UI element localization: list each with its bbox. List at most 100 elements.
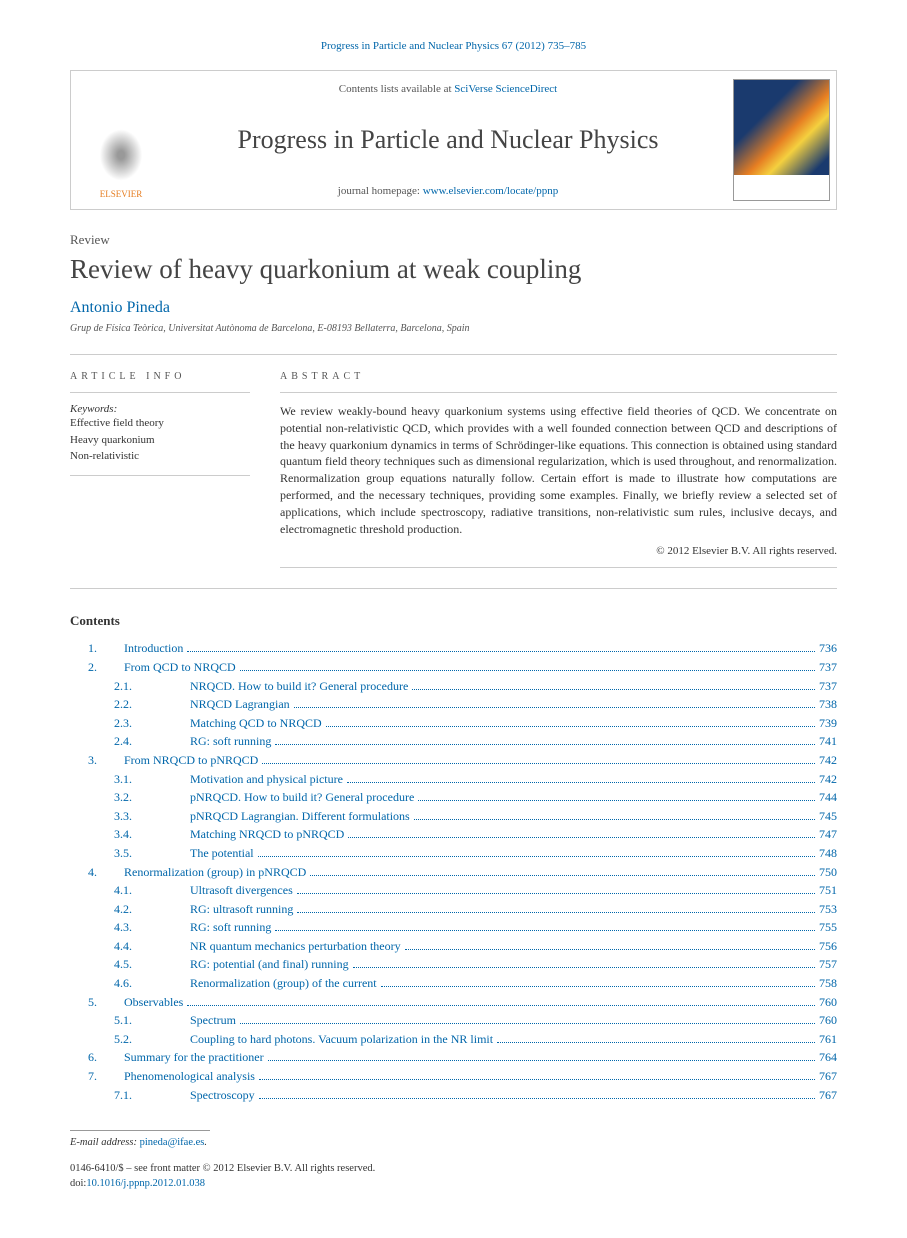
keywords-label: Keywords:	[70, 403, 250, 415]
doi-label: doi:	[70, 1178, 86, 1189]
toc-title: NRQCD. How to build it? General procedur…	[190, 677, 408, 696]
article-type: Review	[70, 232, 837, 248]
toc-number: 2.1.	[70, 677, 190, 696]
abstract-heading: ABSTRACT	[280, 371, 837, 382]
toc-entry[interactable]: 4.5.RG: potential (and final) running757	[70, 955, 837, 974]
toc-title: Renormalization (group) in pNRQCD	[124, 863, 306, 882]
toc-page-number: 748	[819, 844, 837, 863]
toc-leader-dots	[412, 689, 815, 690]
toc-leader-dots	[240, 1023, 815, 1024]
toc-number: 4.2.	[70, 900, 190, 919]
header-citation[interactable]: Progress in Particle and Nuclear Physics…	[70, 40, 837, 52]
toc-leader-dots	[381, 986, 815, 987]
toc-page-number: 739	[819, 714, 837, 733]
toc-entry[interactable]: 3.1.Motivation and physical picture742	[70, 770, 837, 789]
toc-entry[interactable]: 4.6.Renormalization (group) of the curre…	[70, 974, 837, 993]
toc-entry[interactable]: 5.Observables760	[70, 993, 837, 1012]
toc-title: From NRQCD to pNRQCD	[124, 751, 258, 770]
toc-leader-dots	[347, 782, 815, 783]
contents-available-line: Contents lists available at SciVerse Sci…	[181, 83, 715, 95]
toc-entry[interactable]: 2.3.Matching QCD to NRQCD739	[70, 714, 837, 733]
toc-number: 4.6.	[70, 974, 190, 993]
toc-leader-dots	[240, 670, 815, 671]
toc-leader-dots	[418, 800, 815, 801]
toc-leader-dots	[326, 726, 815, 727]
toc-page-number: 751	[819, 881, 837, 900]
toc-entry[interactable]: 1.Introduction736	[70, 639, 837, 658]
keyword: Non-relativistic	[70, 448, 250, 465]
contents-heading: Contents	[70, 613, 837, 629]
abstract-copyright: © 2012 Elsevier B.V. All rights reserved…	[280, 545, 837, 557]
toc-entry[interactable]: 4.4.NR quantum mechanics perturbation th…	[70, 937, 837, 956]
homepage-prefix: journal homepage:	[338, 185, 423, 197]
author-email-link[interactable]: pineda@ifae.es	[140, 1137, 205, 1148]
footer-meta: 0146-6410/$ – see front matter © 2012 El…	[70, 1162, 837, 1191]
doi-line: doi:10.1016/j.ppnp.2012.01.038	[70, 1177, 837, 1192]
publisher-logo-block: ELSEVIER	[71, 71, 171, 209]
keyword: Heavy quarkonium	[70, 432, 250, 449]
publisher-name: ELSEVIER	[100, 189, 143, 199]
toc-title: RG: potential (and final) running	[190, 955, 349, 974]
table-of-contents: 1.Introduction7362.From QCD to NRQCD7372…	[70, 639, 837, 1104]
toc-entry[interactable]: 5.2.Coupling to hard photons. Vacuum pol…	[70, 1030, 837, 1049]
journal-homepage-link[interactable]: www.elsevier.com/locate/ppnp	[423, 185, 559, 197]
toc-title: Spectrum	[190, 1011, 236, 1030]
toc-page-number: 767	[819, 1067, 837, 1086]
toc-entry[interactable]: 4.2.RG: ultrasoft running753	[70, 900, 837, 919]
contents-prefix: Contents lists available at	[339, 83, 454, 95]
toc-entry[interactable]: 6.Summary for the practitioner764	[70, 1048, 837, 1067]
toc-leader-dots	[297, 893, 815, 894]
toc-entry[interactable]: 7.1.Spectroscopy767	[70, 1086, 837, 1105]
toc-number: 4.3.	[70, 918, 190, 937]
toc-entry[interactable]: 5.1.Spectrum760	[70, 1011, 837, 1030]
toc-entry[interactable]: 3.3.pNRQCD Lagrangian. Different formula…	[70, 807, 837, 826]
toc-page-number: 760	[819, 993, 837, 1012]
toc-page-number: 764	[819, 1048, 837, 1067]
toc-entry[interactable]: 4.3.RG: soft running755	[70, 918, 837, 937]
email-label: E-mail address:	[70, 1137, 137, 1148]
toc-entry[interactable]: 2.4.RG: soft running741	[70, 732, 837, 751]
toc-leader-dots	[310, 875, 815, 876]
issn-copyright-line: 0146-6410/$ – see front matter © 2012 El…	[70, 1162, 837, 1177]
toc-number: 3.2.	[70, 788, 190, 807]
toc-entry[interactable]: 4.1.Ultrasoft divergences751	[70, 881, 837, 900]
toc-title: Renormalization (group) of the current	[190, 974, 377, 993]
author-name[interactable]: Antonio Pineda	[70, 299, 837, 317]
toc-number: 4.	[70, 863, 124, 882]
toc-page-number: 758	[819, 974, 837, 993]
toc-leader-dots	[275, 744, 815, 745]
toc-title: The potential	[190, 844, 254, 863]
doi-link[interactable]: 10.1016/j.ppnp.2012.01.038	[86, 1178, 205, 1189]
toc-page-number: 753	[819, 900, 837, 919]
sciencedirect-link[interactable]: SciVerse ScienceDirect	[454, 83, 557, 95]
toc-entry[interactable]: 7.Phenomenological analysis 767	[70, 1067, 837, 1086]
toc-title: pNRQCD. How to build it? General procedu…	[190, 788, 414, 807]
toc-title: NR quantum mechanics perturbation theory	[190, 937, 401, 956]
toc-entry[interactable]: 3.2.pNRQCD. How to build it? General pro…	[70, 788, 837, 807]
toc-entry[interactable]: 2.1.NRQCD. How to build it? General proc…	[70, 677, 837, 696]
email-line: E-mail address: pineda@ifae.es.	[70, 1137, 837, 1148]
divider	[280, 392, 837, 393]
toc-entry[interactable]: 3.4.Matching NRQCD to pNRQCD747	[70, 825, 837, 844]
toc-number: 6.	[70, 1048, 124, 1067]
footnote-divider	[70, 1130, 210, 1131]
toc-page-number: 745	[819, 807, 837, 826]
toc-number: 2.	[70, 658, 124, 677]
toc-number: 3.3.	[70, 807, 190, 826]
divider	[280, 567, 837, 568]
toc-entry[interactable]: 2.From QCD to NRQCD737	[70, 658, 837, 677]
toc-leader-dots	[258, 856, 815, 857]
toc-page-number: 742	[819, 751, 837, 770]
toc-page-number: 737	[819, 677, 837, 696]
toc-number: 7.	[70, 1067, 124, 1086]
toc-page-number: 750	[819, 863, 837, 882]
toc-title: RG: soft running	[190, 918, 271, 937]
toc-number: 5.2.	[70, 1030, 190, 1049]
toc-entry[interactable]: 3.From NRQCD to pNRQCD742	[70, 751, 837, 770]
toc-entry[interactable]: 3.5.The potential748	[70, 844, 837, 863]
toc-title: Phenomenological analysis	[124, 1067, 255, 1086]
toc-entry[interactable]: 2.2.NRQCD Lagrangian738	[70, 695, 837, 714]
toc-entry[interactable]: 4.Renormalization (group) in pNRQCD 750	[70, 863, 837, 882]
toc-leader-dots	[262, 763, 815, 764]
toc-leader-dots	[414, 819, 815, 820]
